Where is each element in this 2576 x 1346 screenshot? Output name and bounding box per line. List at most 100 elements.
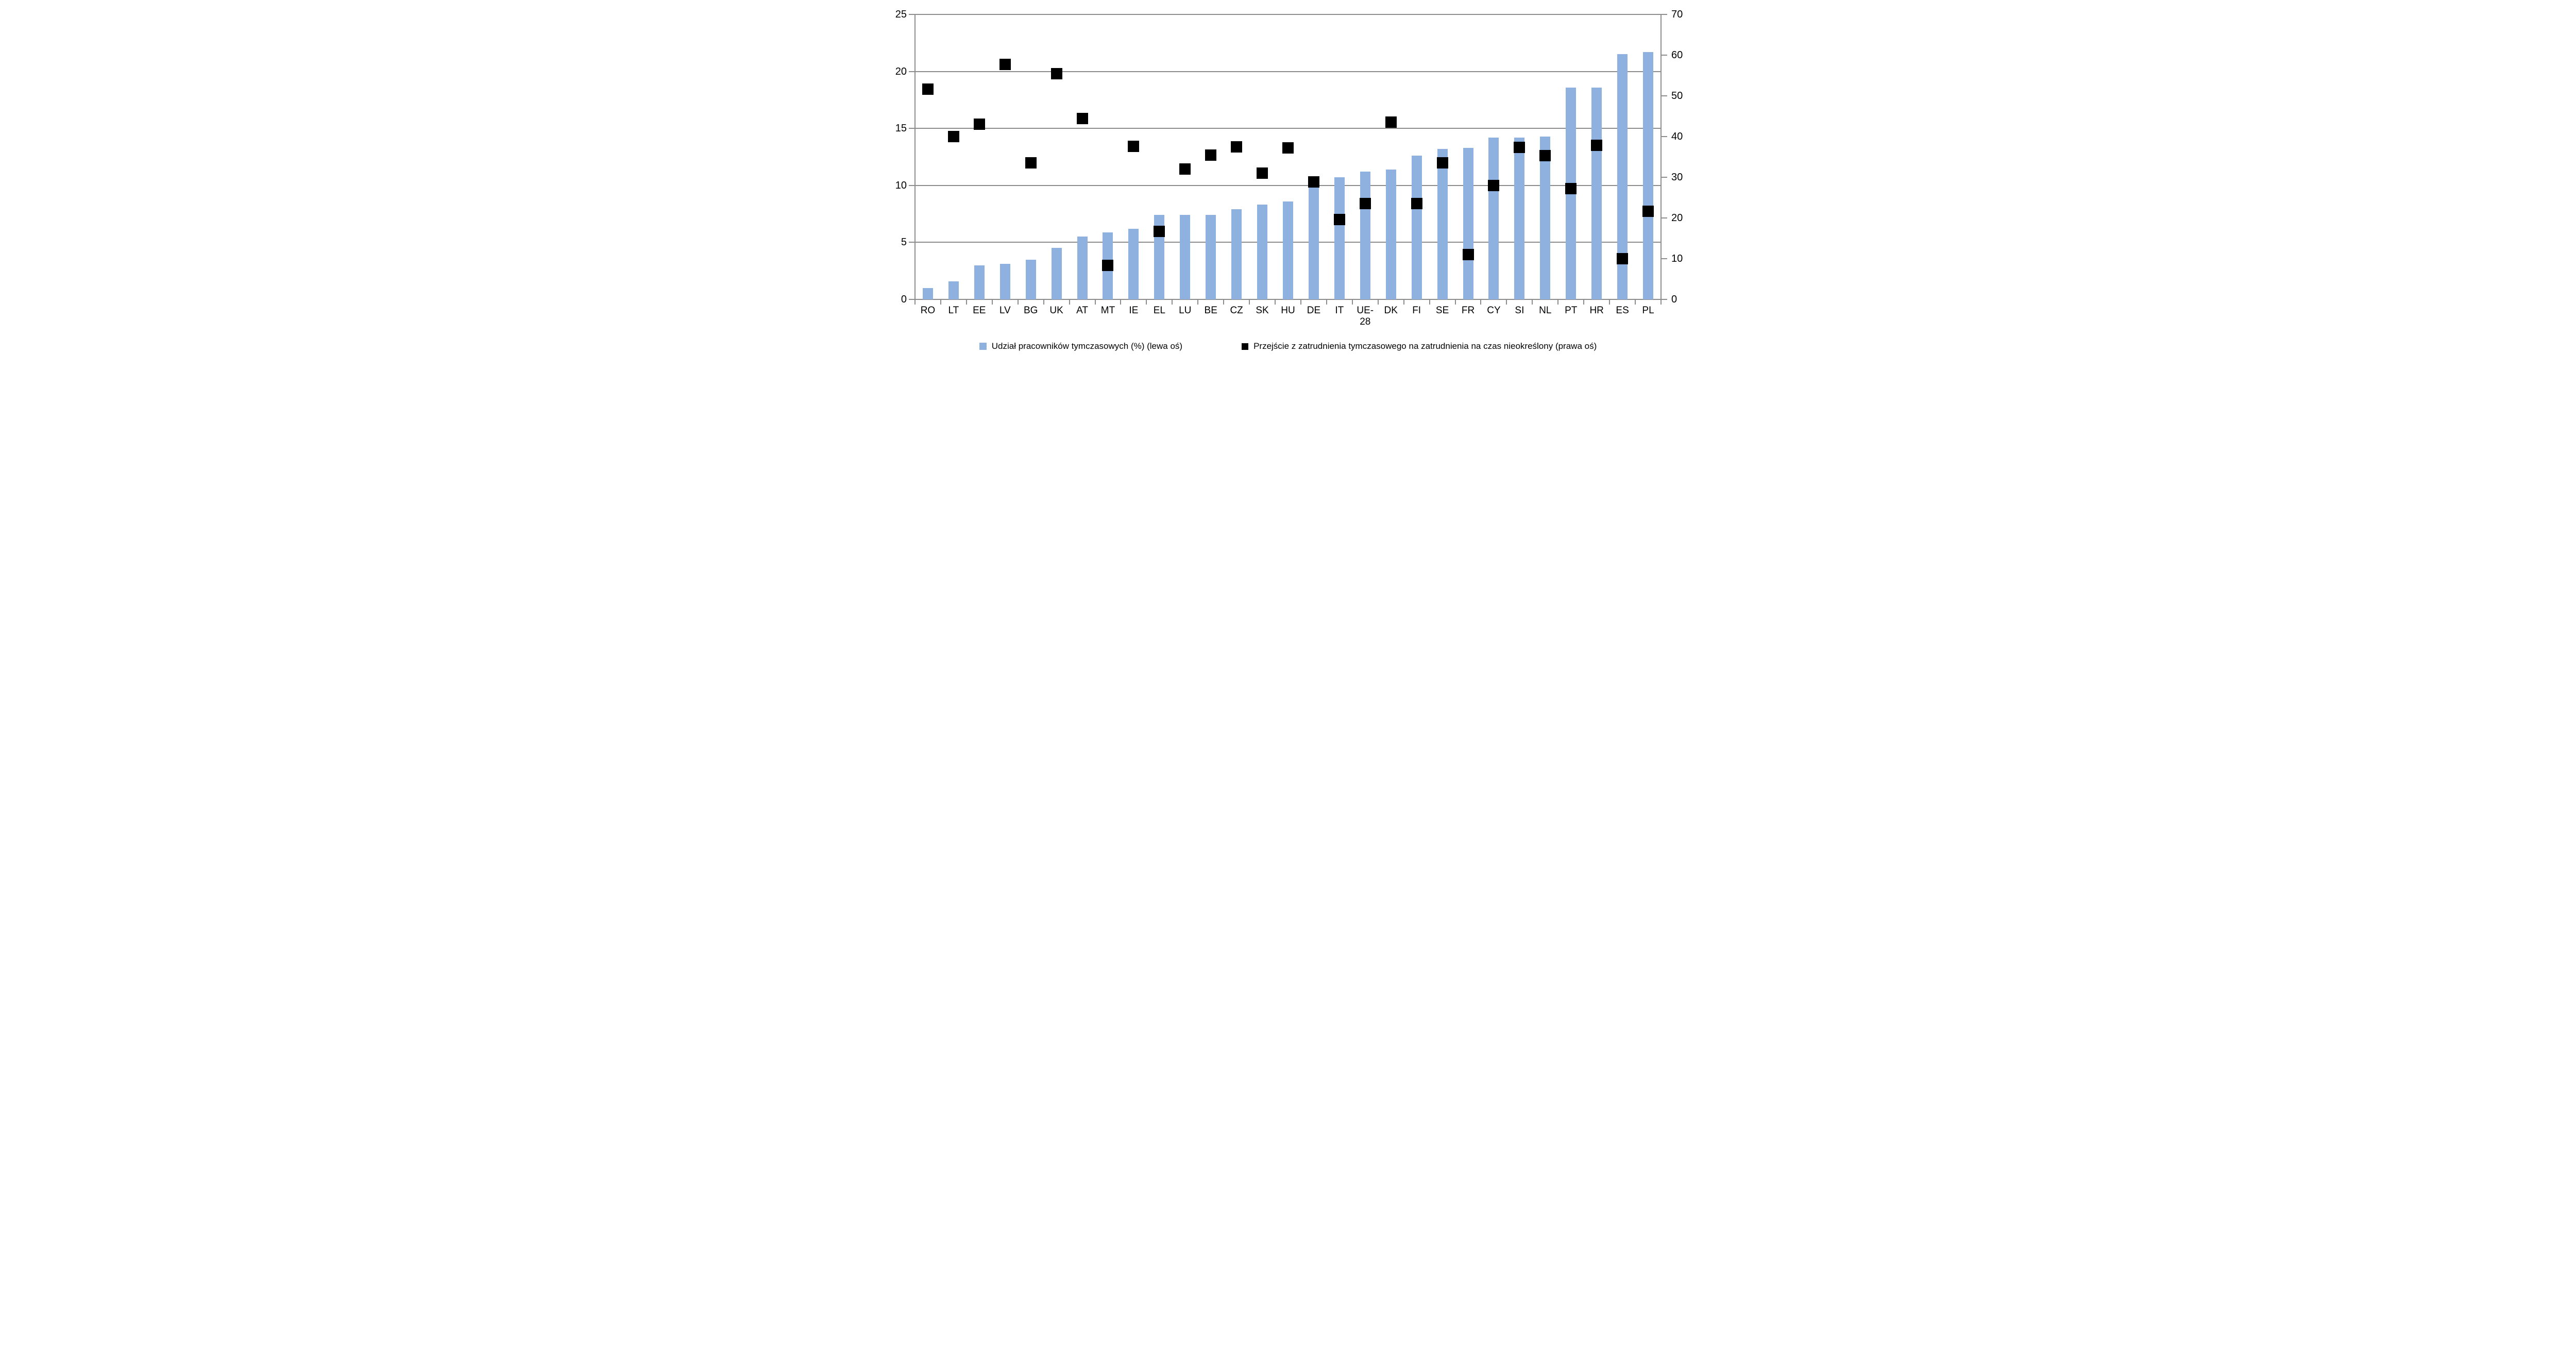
category-slot [1378,14,1404,299]
left-axis-tick-label: 25 [895,9,907,20]
right-axis-tick [1661,55,1667,56]
bar-CY [1488,137,1499,299]
marker-AT [1076,113,1088,125]
x-axis-label-BG: BG [1023,305,1038,316]
x-axis-boundary-tick [1146,299,1147,305]
x-axis-label-SK: SK [1256,305,1269,316]
marker-IE [1128,140,1140,152]
category-slot [1070,14,1095,299]
x-axis-boundary-tick [1454,299,1456,305]
x-axis-label-FI: FI [1412,305,1421,316]
left-axis-tick-label: 5 [901,237,907,248]
x-axis-boundary-tick [1043,299,1044,305]
legend-label-markers: Przejście z zatrudnienia tymczasowego na… [1253,341,1597,351]
x-axis-label-LT: LT [948,305,959,316]
bar-SK [1257,205,1268,299]
x-axis-label-RO: RO [920,305,936,316]
x-axis-label-EL: EL [1153,305,1165,316]
bar-BE [1206,215,1216,299]
category-slot [1198,14,1224,299]
bar-IT [1334,177,1345,299]
left-axis-tick-label: 0 [901,294,907,305]
x-axis-boundary-tick [1506,299,1507,305]
marker-LT [947,131,959,142]
category-slot [1635,14,1661,299]
x-axis-boundary-tick [1249,299,1250,305]
x-axis-label-PT: PT [1565,305,1578,316]
right-axis-tick-label: 70 [1671,9,1683,20]
left-axis-tick [909,242,915,243]
marker-SK [1257,167,1268,179]
x-axis-boundary-tick [1326,299,1327,305]
bar-LU [1180,215,1191,299]
marker-BE [1205,149,1217,161]
gridline [915,128,1661,129]
x-axis-label-PL: PL [1642,305,1654,316]
x-axis-label-UE-28: UE- 28 [1357,305,1374,327]
marker-BG [1025,157,1037,169]
x-axis-boundary-tick [1094,299,1096,305]
right-axis-tick [1661,136,1667,137]
right-axis-tick-label: 10 [1671,253,1683,264]
marker-HU [1282,142,1294,154]
marker-DK [1385,116,1397,128]
bar-RO [922,288,933,299]
x-axis-boundary-tick [1172,299,1173,305]
bar-HR [1591,87,1602,299]
x-axis-boundary-tick [991,299,993,305]
x-axis-boundary-tick [940,299,941,305]
x-axis-label-AT: AT [1076,305,1088,316]
category-slot [1430,14,1455,299]
bar-HU [1282,201,1293,299]
x-axis-label-UK: UK [1049,305,1063,316]
x-axis-boundary-tick [1377,299,1379,305]
bar-DK [1385,169,1396,299]
marker-DE [1308,176,1319,188]
bar-FR [1463,147,1473,299]
category-slot [1506,14,1532,299]
bar-series-swatch-icon [979,343,987,350]
marker-SE [1436,157,1448,169]
right-axis-tick [1661,258,1667,259]
marker-CZ [1231,141,1243,153]
x-axis-boundary-tick [1557,299,1559,305]
x-axis-boundary-tick [1609,299,1611,305]
bar-NL [1540,136,1551,299]
right-axis-line [1660,14,1662,305]
x-axis-boundary-tick [1275,299,1276,305]
x-axis-label-IE: IE [1129,305,1139,316]
category-slot [1558,14,1584,299]
category-slot [1224,14,1249,299]
bar-IE [1128,228,1139,299]
x-axis-boundary-tick [1120,299,1122,305]
bar-PL [1643,52,1654,299]
x-axis-label-DE: DE [1307,305,1321,316]
bar-BG [1025,259,1036,299]
marker-RO [922,83,934,95]
x-axis-label-DK: DK [1384,305,1398,316]
right-axis-tick [1661,177,1667,178]
x-axis-label-IT: IT [1335,305,1344,316]
marker-PT [1565,183,1577,195]
legend-label-bars: Udział pracowników tymczasowych (%) (lew… [991,341,1183,351]
x-axis-boundary-tick [1069,299,1070,305]
category-slot [992,14,1018,299]
right-axis-tick-label: 50 [1671,90,1683,102]
marker-LV [999,59,1011,71]
bar-CZ [1231,209,1242,299]
category-slot [1584,14,1609,299]
right-axis-tick-label: 60 [1671,49,1683,61]
x-axis-boundary-tick [1300,299,1301,305]
left-axis-tick [909,128,915,129]
bar-SE [1437,149,1448,299]
x-axis-label-LV: LV [999,305,1011,316]
legend: Udział pracowników tymczasowych (%) (lew… [884,341,1692,351]
left-axis-line [914,14,916,305]
category-slot [1275,14,1301,299]
gridline [915,299,1661,300]
x-axis-label-SE: SE [1435,305,1449,316]
x-axis-label-SI: SI [1515,305,1524,316]
category-slot [1455,14,1481,299]
left-axis-tick [909,14,915,15]
bar-LT [948,281,959,299]
